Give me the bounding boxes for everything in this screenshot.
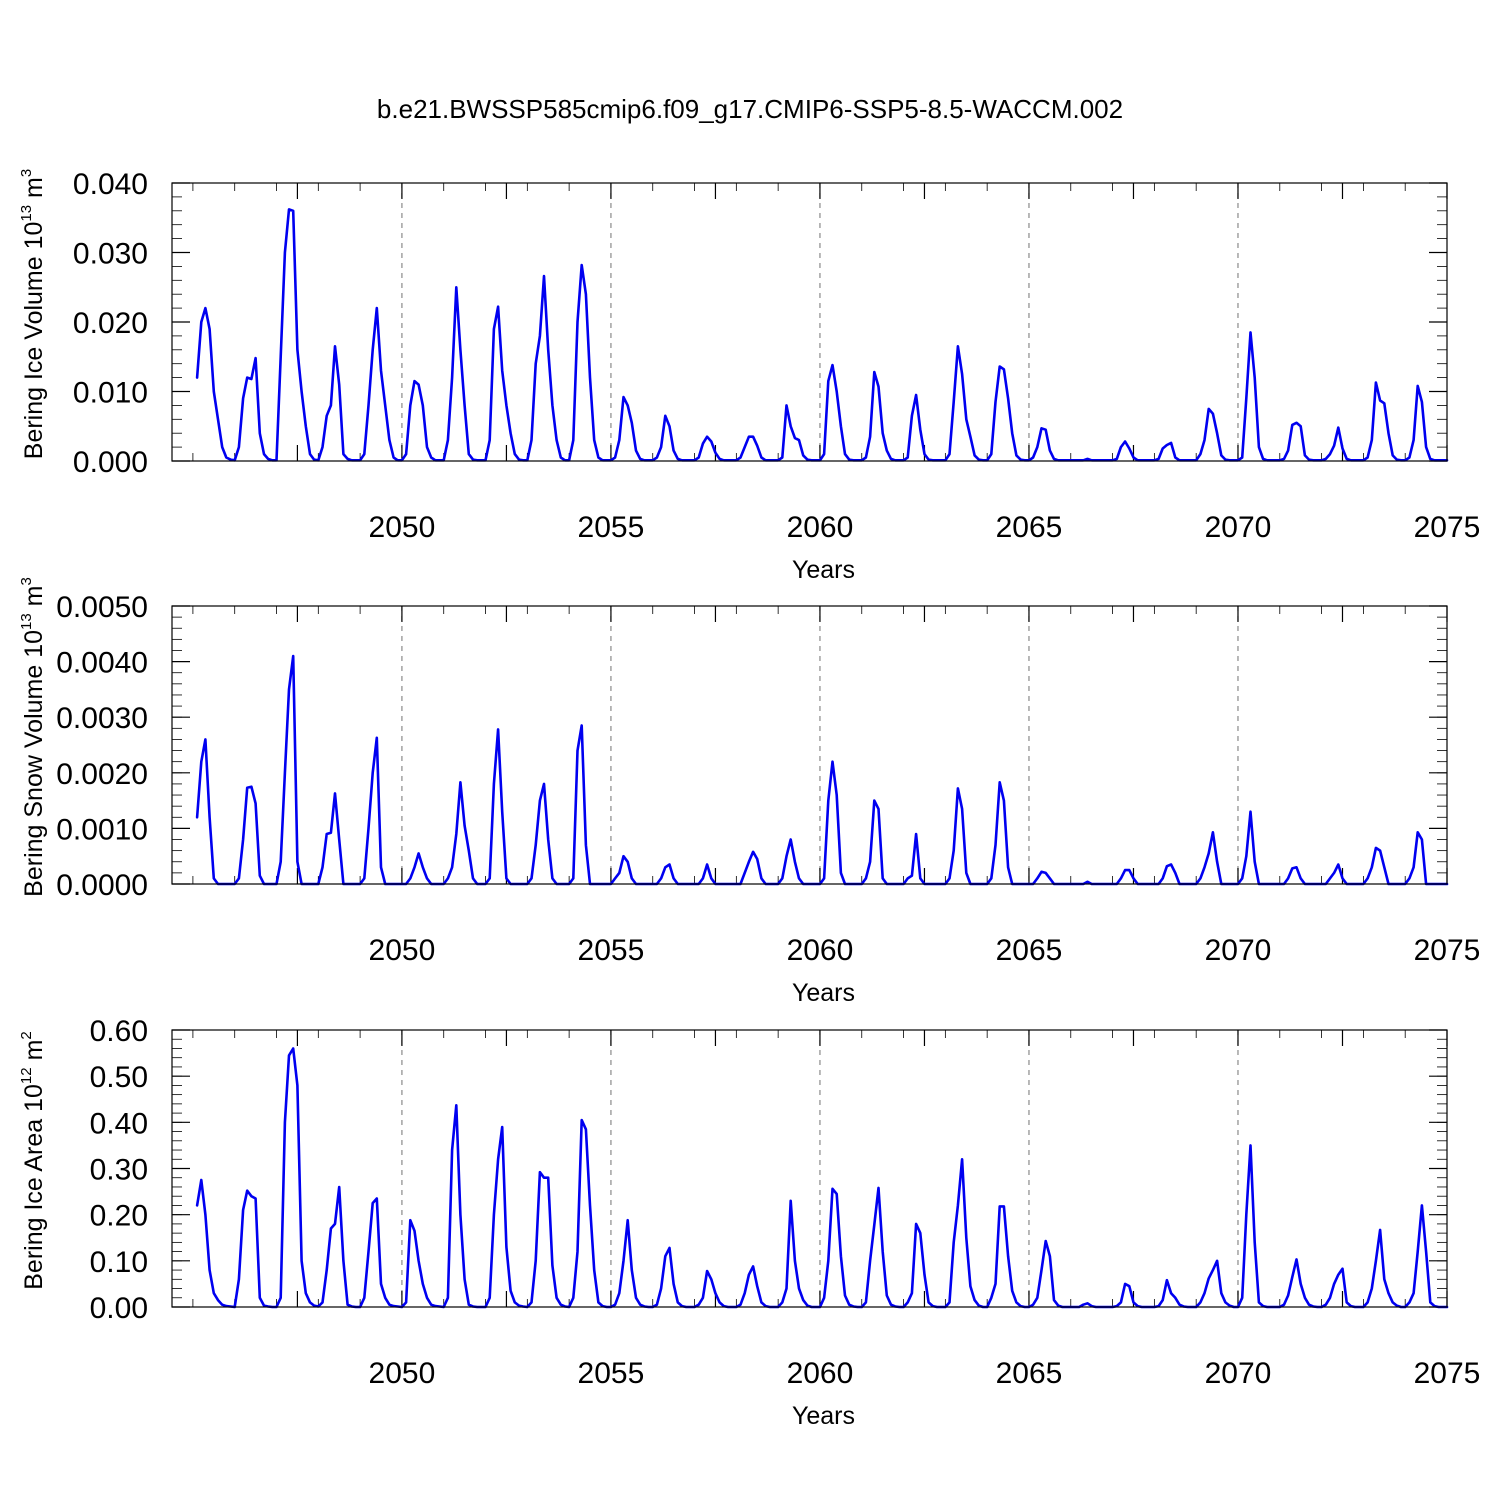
y-tick-label: 0.0030	[56, 702, 148, 735]
x-tick-label: 2055	[578, 934, 645, 967]
x-tick-label: 2075	[1414, 511, 1481, 544]
y-tick-label: 0.0020	[56, 758, 148, 791]
x-tick-label: 2050	[369, 934, 436, 967]
x-tick-label: 2060	[787, 511, 854, 544]
y-axis-label: Bering Ice Area 1012 m2	[18, 1031, 48, 1290]
x-tick-label: 2060	[787, 1357, 854, 1390]
x-tick-label: 2065	[996, 511, 1063, 544]
y-tick-label: 0.030	[73, 238, 148, 271]
y-tick-label: 0.20	[90, 1200, 148, 1233]
x-tick-label: 2050	[369, 1357, 436, 1390]
y-tick-label: 0.0010	[56, 813, 148, 846]
x-axis-label: Years	[792, 979, 855, 1007]
x-tick-label: 2060	[787, 934, 854, 967]
series-line-ice-area	[195, 1047, 1449, 1309]
x-tick-label: 2050	[369, 511, 436, 544]
x-tick-label: 2065	[996, 1357, 1063, 1390]
x-tick-label: 2075	[1414, 934, 1481, 967]
x-tick-label: 2055	[578, 511, 645, 544]
chart-title: b.e21.BWSSP585cmip6.f09_g17.CMIP6-SSP5-8…	[377, 94, 1123, 124]
x-tick-label: 2070	[1205, 511, 1272, 544]
x-tick-label: 2055	[578, 1357, 645, 1390]
y-tick-label: 0.50	[90, 1061, 148, 1094]
y-tick-label: 0.0050	[56, 591, 148, 624]
plot-frame	[171, 182, 1448, 462]
y-tick-label: 0.040	[73, 168, 148, 201]
y-tick-label: 0.020	[73, 307, 148, 340]
panel-ice-area: 0.00 0.10 0.20 0.30 0.40 0.50 0.60 2050 2055 2060…	[18, 1015, 1480, 1430]
x-tick-label: 2065	[996, 934, 1063, 967]
series-line-ice-volume	[195, 208, 1449, 462]
plot-frame	[171, 605, 1448, 885]
panel-snow-volume: 0.0000 0.0010 0.0020 0.0030 0.0040 0.0050 2050…	[18, 577, 1480, 1007]
x-axis-label: Years	[792, 1402, 855, 1430]
y-tick-label: 0.0000	[56, 869, 148, 902]
y-tick-label: 0.40	[90, 1107, 148, 1140]
y-axis-label: Bering Ice Volume 1013 m3	[18, 169, 48, 459]
x-tick-label: 2070	[1205, 1357, 1272, 1390]
y-tick-label: 0.000	[73, 446, 148, 479]
y-tick-label: 0.010	[73, 377, 148, 410]
y-tick-label: 0.60	[90, 1015, 148, 1048]
plot-frame	[171, 1029, 1448, 1308]
x-tick-label: 2070	[1205, 934, 1272, 967]
panels-container: 0.000 0.010 0.020 0.030 0.040 2050 2055 2060 206…	[18, 168, 1480, 1430]
x-axis-label: Years	[792, 556, 855, 584]
x-tick-label: 2075	[1414, 1357, 1481, 1390]
y-tick-label: 0.10	[90, 1246, 148, 1279]
panel-ice-volume: 0.000 0.010 0.020 0.030 0.040 2050 2055 2060 206…	[18, 168, 1480, 584]
y-axis-label: Bering Snow Volume 1013 m3	[18, 577, 48, 897]
y-tick-label: 0.0040	[56, 647, 148, 680]
y-tick-label: 0.00	[90, 1292, 148, 1325]
y-tick-label: 0.30	[90, 1154, 148, 1187]
